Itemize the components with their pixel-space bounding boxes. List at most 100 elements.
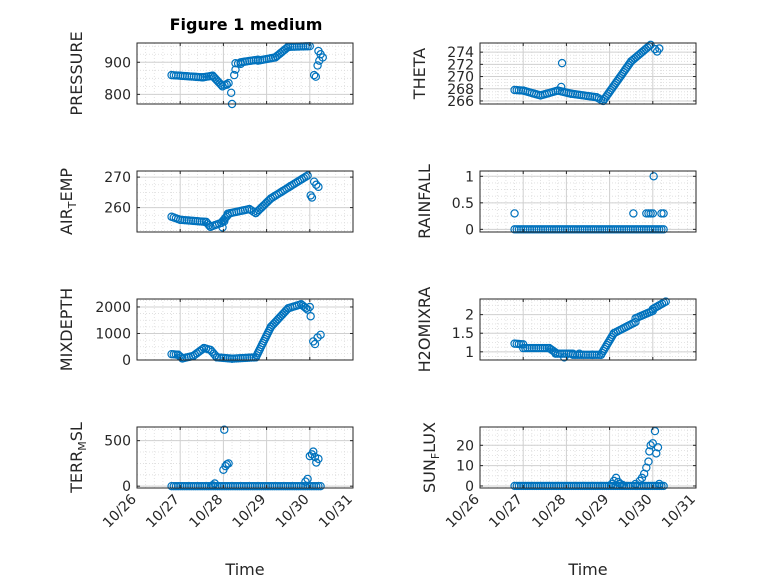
y-axis-label-rest: LUX xyxy=(420,422,439,453)
data-point xyxy=(523,481,532,491)
data-point xyxy=(220,217,229,226)
data-point xyxy=(606,225,616,234)
y-axis-label-main: TERR xyxy=(67,451,86,494)
data-point xyxy=(659,481,668,491)
data-point xyxy=(316,330,325,340)
data-point xyxy=(282,43,291,53)
data-point xyxy=(617,225,627,234)
data-point xyxy=(613,225,622,234)
axes-box xyxy=(136,298,354,361)
figure-title: Figure 1 medium xyxy=(170,15,323,34)
data-point xyxy=(554,225,563,234)
subplot-sun-flux: 0 10 20 10/26 10/27 10/28 10/29 10/30 10/31 Time S… xyxy=(420,422,699,579)
y-axis-label: TERRMSL xyxy=(67,422,89,494)
data-point xyxy=(314,481,323,491)
data-point xyxy=(248,481,257,491)
data-point xyxy=(637,473,647,483)
data-point xyxy=(598,225,607,234)
data-point xyxy=(307,481,317,491)
data-point xyxy=(595,225,605,234)
subplot-rainfall: 0 0.5 1 RAINFALL xyxy=(415,164,697,239)
data-point xyxy=(216,80,226,90)
data-point xyxy=(565,225,574,234)
data-point xyxy=(237,481,246,491)
y-tick-label: 0 xyxy=(122,353,131,369)
data-point xyxy=(224,481,233,491)
data-point xyxy=(202,481,211,491)
data-point xyxy=(305,302,314,312)
data-point xyxy=(549,481,559,491)
data-point xyxy=(538,481,548,491)
y-tick-label: 274 xyxy=(447,45,474,61)
data-point xyxy=(306,312,315,321)
data-point xyxy=(633,225,642,234)
data-point xyxy=(516,225,526,234)
x-tick-label: 10/31 xyxy=(316,492,356,532)
y-tick-label: 800 xyxy=(104,87,131,103)
data-point xyxy=(626,481,635,491)
data-point xyxy=(224,459,233,468)
data-point xyxy=(176,481,185,491)
y-tick-label: 10 xyxy=(456,459,474,475)
data-point xyxy=(565,481,574,491)
data-point xyxy=(231,65,240,74)
y-axis-label: PRESSURE xyxy=(67,31,86,115)
data-point xyxy=(652,449,661,458)
data-point xyxy=(584,225,594,234)
data-point xyxy=(519,481,528,491)
x-tick-label: 10/27 xyxy=(486,492,526,532)
data-point xyxy=(510,481,519,491)
data-point xyxy=(519,225,528,234)
data-point xyxy=(591,225,600,234)
data-point xyxy=(307,193,317,202)
data-point xyxy=(611,473,621,483)
data-point xyxy=(562,225,572,234)
y-tick-label: 1 xyxy=(465,345,474,361)
data-point xyxy=(306,191,315,200)
y-tick-label: 0 xyxy=(122,479,131,495)
data-point xyxy=(171,481,181,491)
x-axis-label: Time xyxy=(567,560,607,579)
data-point xyxy=(593,225,603,234)
data-point xyxy=(619,225,629,234)
data-point xyxy=(303,305,312,314)
data-point xyxy=(311,72,321,81)
data-point xyxy=(279,481,288,491)
data-point xyxy=(646,441,655,450)
data-point xyxy=(641,225,651,234)
data-point xyxy=(652,481,662,491)
data-point xyxy=(653,443,663,452)
data-point xyxy=(549,225,559,234)
x-tick-label: 10/31 xyxy=(659,492,699,532)
data-point xyxy=(187,481,196,491)
x-tick-label: 10/27 xyxy=(143,492,183,532)
data-point xyxy=(635,225,644,234)
axes-box xyxy=(479,42,697,105)
data-point xyxy=(527,481,537,491)
y-axis-label-subscript: M xyxy=(76,441,89,451)
data-point xyxy=(218,223,227,232)
data-point xyxy=(193,481,203,491)
data-point xyxy=(527,225,537,234)
y-axis-label: MIXDEPTH xyxy=(57,288,76,371)
data-point xyxy=(557,58,567,68)
data-point xyxy=(571,481,581,491)
data-point xyxy=(233,481,242,491)
data-point xyxy=(611,225,620,234)
data-point xyxy=(639,481,649,491)
data-point xyxy=(630,225,640,234)
data-point xyxy=(650,481,660,491)
data-point xyxy=(588,350,597,359)
data-point xyxy=(573,481,583,491)
data-point xyxy=(622,225,631,234)
y-tick-label: 272 xyxy=(447,57,474,73)
data-point xyxy=(220,425,229,434)
data-point xyxy=(538,225,548,234)
data-point xyxy=(512,481,521,491)
data-point xyxy=(525,225,535,234)
data-point xyxy=(210,479,219,488)
data-point xyxy=(312,481,321,491)
y-tick-label: 1.5 xyxy=(452,326,474,342)
data-point xyxy=(644,457,653,466)
